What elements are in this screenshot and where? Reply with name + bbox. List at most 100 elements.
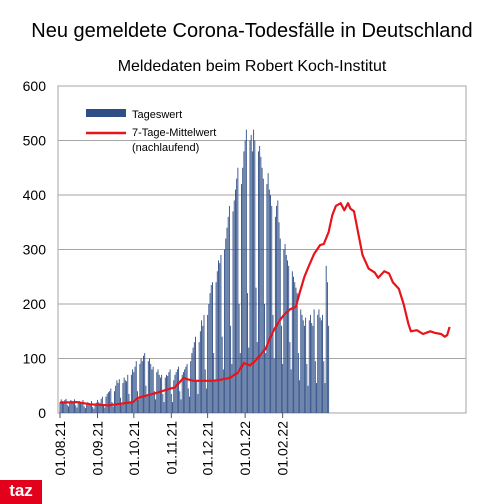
bar xyxy=(290,369,292,413)
bar xyxy=(207,314,209,413)
bar xyxy=(61,401,63,413)
bar xyxy=(202,325,204,413)
bar xyxy=(97,399,98,413)
bar xyxy=(63,403,65,413)
bar xyxy=(294,282,296,413)
bar xyxy=(264,304,265,413)
bar xyxy=(132,369,134,413)
bar xyxy=(176,369,178,413)
bar xyxy=(253,129,255,413)
bar xyxy=(168,372,170,413)
bar xyxy=(237,167,239,413)
bar xyxy=(174,374,176,413)
bar xyxy=(291,271,293,413)
bar xyxy=(184,369,186,413)
bar xyxy=(92,407,94,413)
bar xyxy=(141,361,143,413)
moving-average-line xyxy=(59,202,451,407)
bar xyxy=(210,284,212,413)
bar xyxy=(261,167,263,413)
bar xyxy=(306,363,308,413)
bar xyxy=(245,129,247,413)
bar xyxy=(266,184,268,413)
bar xyxy=(268,189,270,413)
bar xyxy=(186,363,188,413)
bar xyxy=(162,393,164,413)
bar xyxy=(255,287,257,413)
bar xyxy=(126,381,127,413)
bar xyxy=(152,366,154,413)
bar xyxy=(167,375,169,413)
bar xyxy=(140,358,142,413)
bar xyxy=(68,406,69,413)
bar xyxy=(228,205,230,413)
y-tick-label: 200 xyxy=(23,296,47,312)
legend-label-bars: Tageswert xyxy=(132,109,182,121)
x-tick-label: 01.11.21 xyxy=(163,421,179,475)
bar xyxy=(203,314,205,413)
bar xyxy=(147,361,149,413)
bar xyxy=(110,388,112,413)
bar xyxy=(276,205,278,413)
bar xyxy=(70,399,72,413)
bar xyxy=(111,402,113,413)
bar xyxy=(307,385,309,413)
bar xyxy=(80,402,82,413)
bar xyxy=(265,353,267,413)
legend: Tageswert 7-Tage-Mittelwert (nachlaufend) xyxy=(86,109,216,154)
bar xyxy=(180,399,182,413)
bar xyxy=(75,405,77,413)
bar xyxy=(71,401,73,413)
bar xyxy=(134,366,136,413)
bar xyxy=(182,372,184,413)
bar xyxy=(319,317,321,413)
bar xyxy=(312,325,314,413)
bar xyxy=(109,391,111,413)
bar xyxy=(189,396,190,413)
bar xyxy=(249,140,251,413)
bar xyxy=(226,227,228,413)
bar xyxy=(271,205,273,413)
bar xyxy=(232,211,234,413)
bar xyxy=(157,369,159,413)
bar xyxy=(201,320,203,413)
bar xyxy=(196,380,198,413)
bar xyxy=(328,325,330,413)
bar xyxy=(181,374,183,413)
bar xyxy=(282,363,284,413)
bar xyxy=(78,401,80,413)
bar xyxy=(93,408,95,413)
bar xyxy=(225,238,227,413)
x-tick-label: 01.08.21 xyxy=(52,421,68,476)
bar xyxy=(191,353,193,413)
bar xyxy=(322,314,324,413)
bar xyxy=(289,342,291,413)
bar xyxy=(326,282,328,413)
bar xyxy=(287,260,288,413)
bar xyxy=(197,393,199,413)
bar xyxy=(69,402,71,413)
bar xyxy=(74,399,75,413)
bar xyxy=(279,238,281,413)
bar xyxy=(303,325,305,413)
y-tick-label: 0 xyxy=(38,405,46,421)
bar xyxy=(215,282,217,413)
bar xyxy=(241,184,242,413)
bar xyxy=(224,249,226,413)
bar xyxy=(310,314,311,413)
bar xyxy=(127,374,129,413)
bar xyxy=(65,398,67,413)
bar xyxy=(323,361,325,413)
bar xyxy=(205,388,207,413)
bar xyxy=(64,399,66,413)
bar xyxy=(195,336,196,413)
bar xyxy=(144,353,146,413)
bar xyxy=(297,353,299,413)
x-tick-label: 01.01.22 xyxy=(237,421,253,476)
bar xyxy=(155,399,157,413)
bar xyxy=(198,342,200,413)
x-tick-label: 01.02.22 xyxy=(275,421,291,476)
bar xyxy=(239,353,241,413)
bar xyxy=(244,140,246,413)
